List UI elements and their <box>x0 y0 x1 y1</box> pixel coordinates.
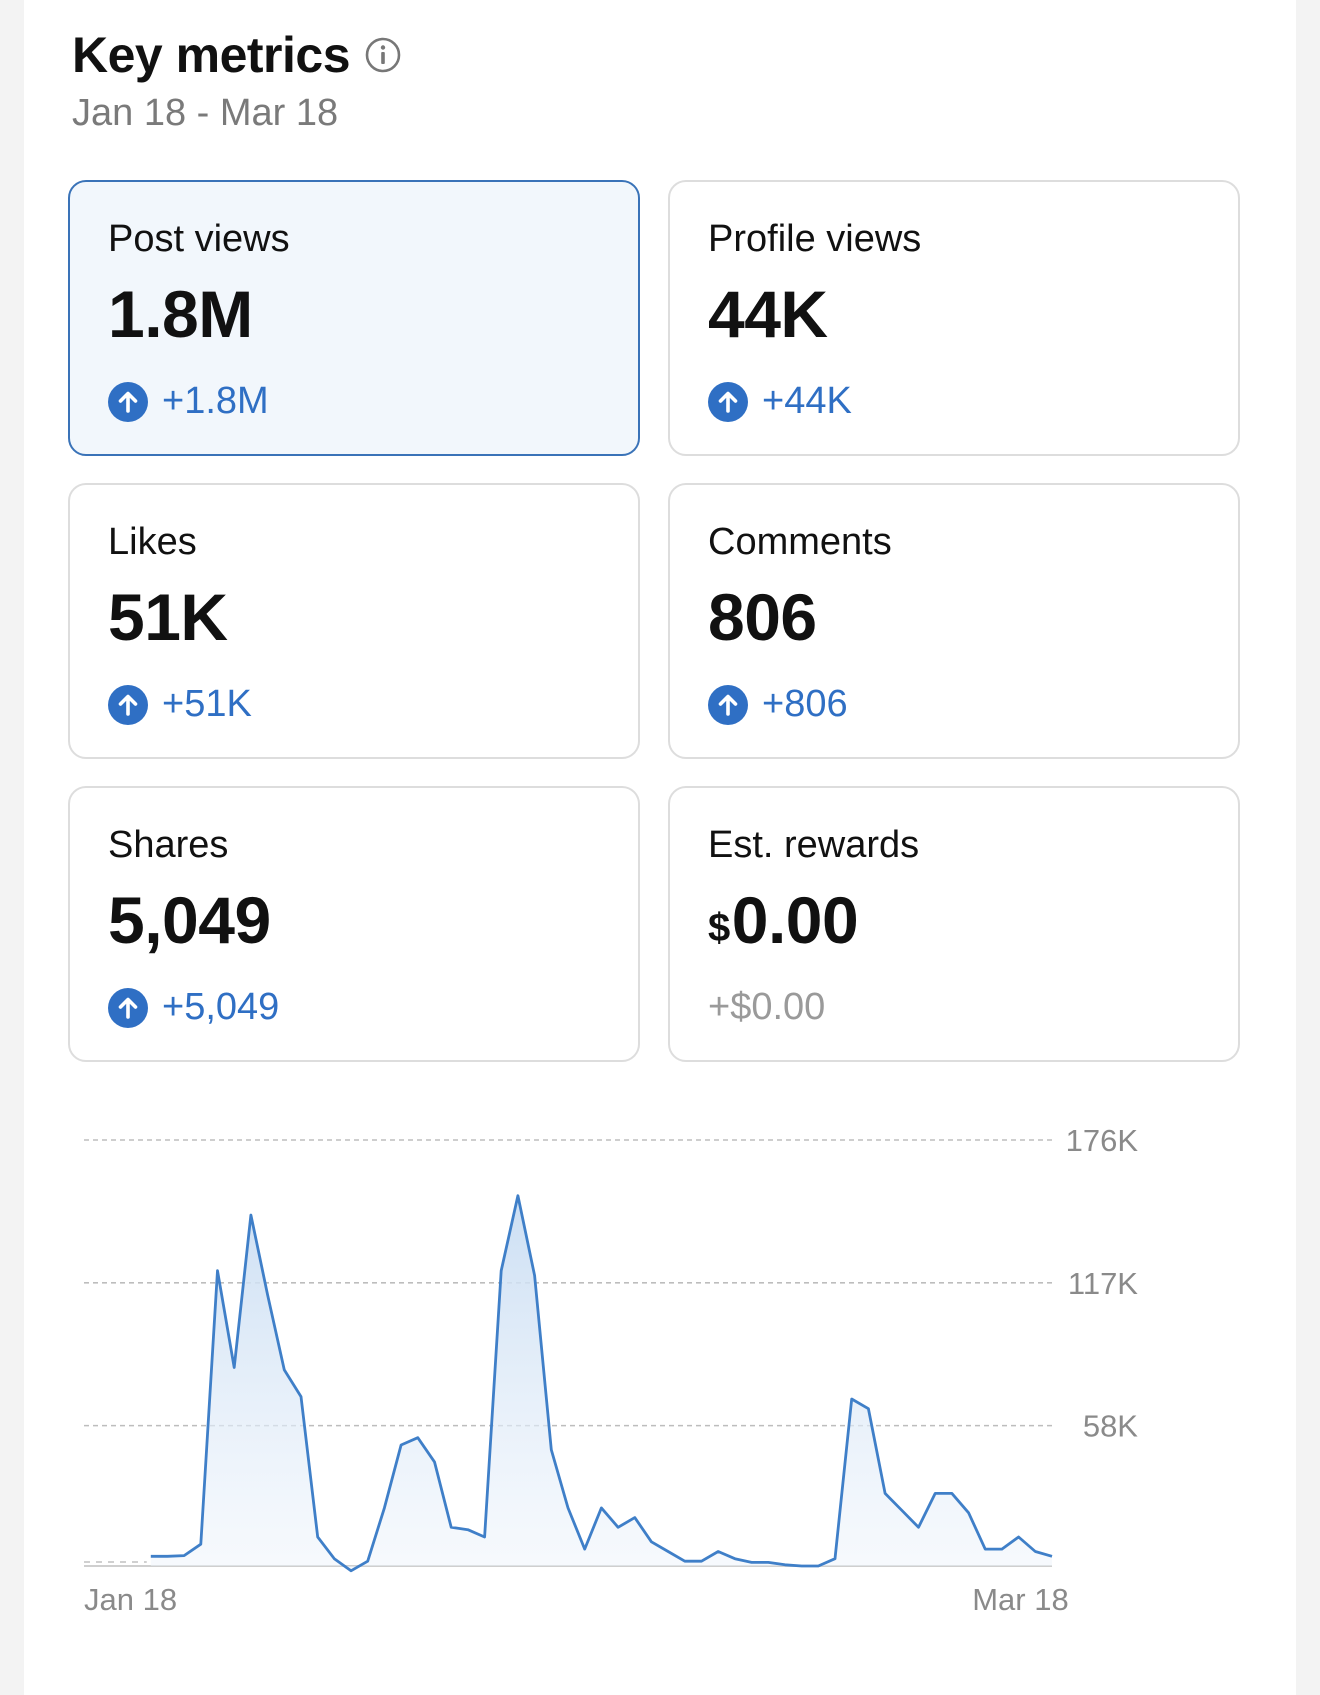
x-tick-label: Mar 18 <box>972 1582 1068 1617</box>
date-range: Jan 18 - Mar 18 <box>72 92 339 134</box>
currency-symbol: $ <box>708 906 730 950</box>
metric-card-likes[interactable]: Likes 51K +51K <box>68 483 640 759</box>
page-title: Key metrics <box>72 27 351 83</box>
metric-value: $0.00 <box>708 882 859 958</box>
metric-delta: +806 <box>708 683 848 726</box>
metric-value: 1.8M <box>108 277 253 351</box>
series-line-post-views <box>150 1194 1053 1573</box>
metric-delta: +$0.00 <box>708 986 825 1029</box>
metric-delta: +1.8M <box>108 380 269 423</box>
info-icon[interactable] <box>364 36 402 74</box>
metric-label: Likes <box>108 521 197 563</box>
metric-delta-text: +1.8M <box>162 380 269 422</box>
metric-delta-text: +51K <box>162 683 252 725</box>
metric-value: 5,049 <box>108 883 271 957</box>
series-area-fill <box>150 1195 1053 1571</box>
metric-value: 44K <box>708 277 828 351</box>
metric-value-amount: 0.00 <box>731 883 859 957</box>
arrow-up-circle-icon <box>708 684 748 725</box>
metric-delta-text: +806 <box>762 683 848 725</box>
arrow-up-circle-icon <box>708 381 748 422</box>
metric-card-profile-views[interactable]: Profile views 44K +44K <box>668 180 1240 456</box>
metric-value: 51K <box>108 580 228 654</box>
metric-delta-text: +5,049 <box>162 986 280 1028</box>
title-row: Key metrics <box>72 26 402 84</box>
metric-delta: +5,049 <box>108 986 279 1029</box>
metric-value: 806 <box>708 580 817 654</box>
metric-label: Est. rewards <box>708 824 920 866</box>
metric-delta: +44K <box>708 380 852 423</box>
y-tick-label: 117K <box>1068 1266 1138 1301</box>
arrow-up-circle-icon <box>108 381 148 422</box>
arrow-up-circle-icon <box>108 684 148 725</box>
metric-card-est-rewards[interactable]: Est. rewards $0.00 +$0.00 <box>668 786 1240 1062</box>
y-tick-label: 58K <box>1083 1409 1138 1444</box>
metric-label: Comments <box>708 521 892 563</box>
metric-label: Post views <box>108 218 290 260</box>
metric-delta-text: +44K <box>762 380 852 422</box>
metric-card-comments[interactable]: Comments 806 +806 <box>668 483 1240 759</box>
x-tick-label: Jan 18 <box>84 1582 177 1617</box>
metric-label: Profile views <box>708 218 922 260</box>
metric-card-shares[interactable]: Shares 5,049 +5,049 <box>68 786 640 1062</box>
metric-label: Shares <box>108 824 229 866</box>
post-views-chart: 176K 117K 58K Jan 18 Mar 18 <box>84 1123 1139 1617</box>
metric-delta-text: +$0.00 <box>708 986 826 1028</box>
metric-delta: +51K <box>108 683 252 726</box>
y-tick-label: 176K <box>1066 1123 1139 1158</box>
metric-card-post-views[interactable]: Post views 1.8M +1.8M <box>68 180 640 456</box>
arrow-up-circle-icon <box>108 987 148 1028</box>
key-metrics-panel: Key metrics Jan 18 - Mar 18 Post views 1… <box>24 0 1296 1695</box>
